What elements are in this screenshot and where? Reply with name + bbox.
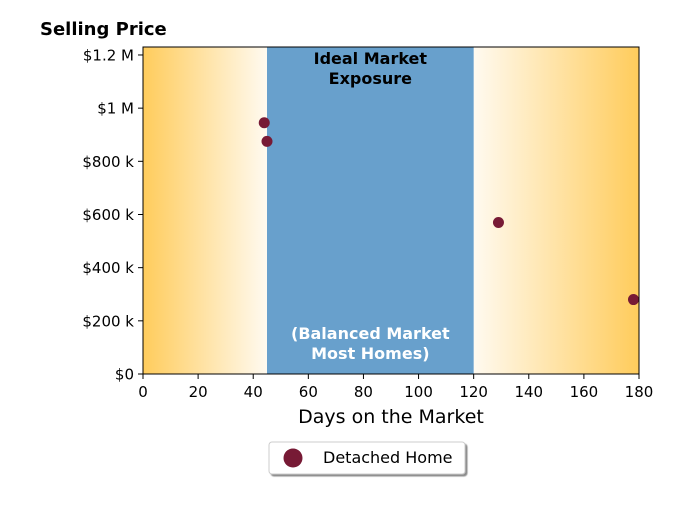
x-tick-label: 140 — [514, 383, 543, 401]
x-tick-label: 40 — [244, 383, 263, 401]
x-tick-label: 20 — [189, 383, 208, 401]
bg-left-gradient — [143, 47, 267, 374]
y-tick-label: $200 k — [82, 312, 134, 330]
x-tick-label: 100 — [404, 383, 433, 401]
y-tick-label: $1.2 M — [83, 46, 134, 64]
y-tick-label: $600 k — [82, 206, 134, 224]
data-points — [258, 117, 639, 306]
y-tick-label: $1 M — [97, 100, 134, 118]
plot-frame — [142, 46, 640, 375]
x-tick-label: 160 — [570, 383, 599, 401]
x-tick-label: 180 — [625, 383, 654, 401]
legend-marker — [283, 448, 303, 468]
x-axis-ticks: 0 20 40 60 80 100 120 140 160 180 — [138, 374, 653, 401]
data-point — [627, 294, 639, 306]
data-point — [261, 135, 273, 147]
bg-right-gradient — [473, 47, 639, 374]
x-axis-title: Days on the Market — [298, 406, 484, 428]
band-title-line-2: Exposure — [329, 69, 413, 88]
x-tick-label: 0 — [138, 383, 148, 401]
y-tick-label: $400 k — [82, 259, 134, 277]
ideal-exposure-band — [267, 47, 474, 374]
legend-label: Detached Home — [323, 448, 453, 467]
data-point — [258, 117, 270, 129]
x-tick-label: 120 — [459, 383, 488, 401]
x-tick-label: 80 — [354, 383, 373, 401]
y-axis-ticks: $0 $200 k $400 k $600 k $800 k $1 M $1.2 M — [82, 46, 143, 384]
band-title-line-1: Ideal Market — [314, 49, 428, 68]
band-subtitle-line-1: (Balanced Market — [291, 324, 450, 343]
legend-box — [268, 441, 466, 475]
x-tick-label: 60 — [299, 383, 318, 401]
y-tick-label: $800 k — [82, 153, 134, 171]
legend: Detached Home — [268, 441, 466, 475]
data-point — [492, 216, 504, 228]
y-axis-title: Selling Price — [40, 19, 167, 40]
y-tick-label: $0 — [115, 366, 134, 384]
band-subtitle-line-2: Most Homes) — [311, 344, 429, 363]
